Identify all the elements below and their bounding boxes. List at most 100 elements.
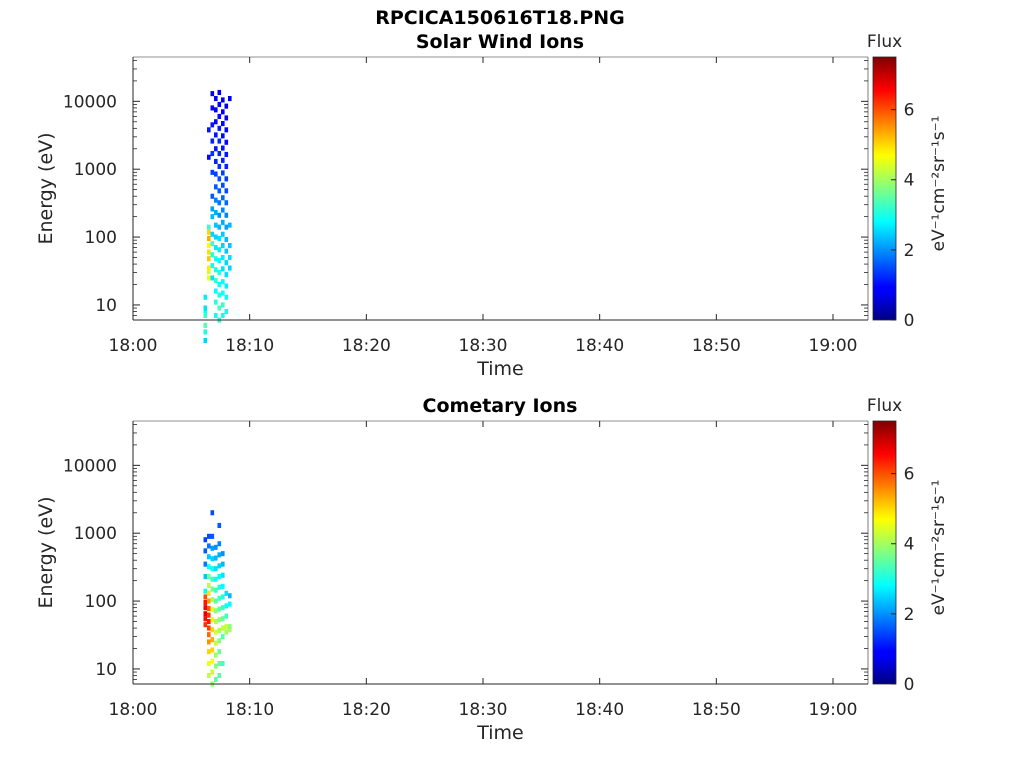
heatmap-cell [217,212,222,218]
heatmap-cell [217,101,222,107]
heatmap-cell [217,673,222,679]
heatmap-cell [210,275,215,281]
heatmap-cell [214,107,218,113]
x-tick-label: 18:00 [109,700,158,720]
heatmap-cell [221,561,225,567]
colorbar-label: Flux [867,396,902,416]
y-tick-label: 10 [95,296,117,316]
heatmap-cell [214,652,218,658]
heatmap-cell [221,594,225,600]
heatmap-cell [217,200,222,206]
heatmap-cell [214,576,218,582]
heatmap-cell [210,669,215,675]
heatmap-cell [203,312,208,318]
heatmap-cell [224,188,229,194]
heatmap-cell [221,207,225,213]
heatmap-cell [203,322,208,328]
heatmap-cell [207,249,211,255]
y-tick-label: 100 [85,592,117,612]
heatmap-cell [203,548,208,554]
heatmap-cell [210,617,215,623]
heatmap-cell [217,661,222,667]
heatmap-cells [203,89,232,343]
heatmap-cell [210,138,215,144]
heatmap-cell [221,312,225,318]
heatmap-cell [210,658,215,664]
heatmap-cell [228,265,232,271]
heatmap-cell [224,272,229,278]
figure-title: RPCICA150616T18.PNG [375,7,625,29]
y-axis-label: Energy (eV) [35,496,57,608]
heatmap-cell [210,169,215,175]
heatmap-cell [203,561,208,567]
heatmap-cell [221,231,225,237]
heatmap-cell [203,588,208,594]
heatmap-cell [214,267,218,273]
panel-title: Solar Wind Ions [416,31,584,53]
heatmap-cell [210,151,215,157]
heatmap-cell [221,583,225,589]
heatmap-cell [207,275,211,281]
x-tick-label: 18:40 [575,700,624,720]
heatmap-cell [203,574,208,580]
heatmap-cell [210,533,215,539]
heatmap-cell [207,582,211,588]
x-axis-label: Time [476,722,524,744]
heatmap-cell [210,105,215,111]
heatmap-cell [210,193,215,199]
colorbar-tick-label: 0 [904,675,915,695]
colorbar-gradient [872,56,897,321]
heatmap-cell [221,97,225,103]
heatmap-cell [224,294,229,300]
heatmap-cell [203,294,208,300]
heatmap-cell [224,629,229,635]
x-tick-label: 18:50 [692,336,741,356]
heatmap-cell [207,243,211,249]
heatmap-cell [224,260,229,266]
heatmap-cell [207,154,211,160]
heatmap-cell [217,595,222,601]
heatmap-cell [221,551,225,557]
heatmap-cell [228,593,232,599]
heatmap-cell [210,556,215,562]
heatmap-cell [221,219,225,225]
heatmap-cell [214,587,218,593]
heatmap-cell [214,288,218,294]
heatmap-cell [214,210,218,216]
colorbar-label: Flux [867,32,902,52]
heatmap-cell [210,545,215,551]
heatmap-cell [214,222,218,228]
heatmap-cells [203,510,232,687]
heatmap-cell [203,337,208,343]
heatmap-cell [221,133,225,139]
heatmap-cell [217,627,222,633]
heatmap-cell [207,619,211,625]
chart-panel-1: Solar Wind Ions 18:00 18:10 18:20 18:30 18:40… [35,31,949,380]
heatmap-cell [217,606,222,612]
heatmap-cell [221,182,225,188]
heatmap-cell [224,127,229,133]
heatmap-cell [207,673,211,679]
heatmap-cell [221,302,225,308]
heatmap-cell [210,510,215,516]
heatmap-cell [207,564,211,570]
heatmap-cell [210,206,215,212]
panel-title: Cometary Ions [423,395,578,417]
heatmap-cell [214,234,218,240]
heatmap-cell [203,622,208,628]
colorbar-tick-label: 4 [904,171,915,191]
x-tick-label: 18:00 [109,336,158,356]
y-axis-label: Energy (eV) [35,132,57,244]
heatmap-cell [203,600,208,606]
heatmap-cell [210,252,215,258]
x-tick-label: 18:30 [459,700,508,720]
colorbar-tick-label: 4 [904,535,915,555]
heatmap-cell [228,601,232,607]
heatmap-cell [207,639,211,645]
heatmap-cell [207,127,211,133]
heatmap-cell [221,279,225,285]
heatmap-cell [228,96,232,102]
heatmap-cell [214,158,218,164]
